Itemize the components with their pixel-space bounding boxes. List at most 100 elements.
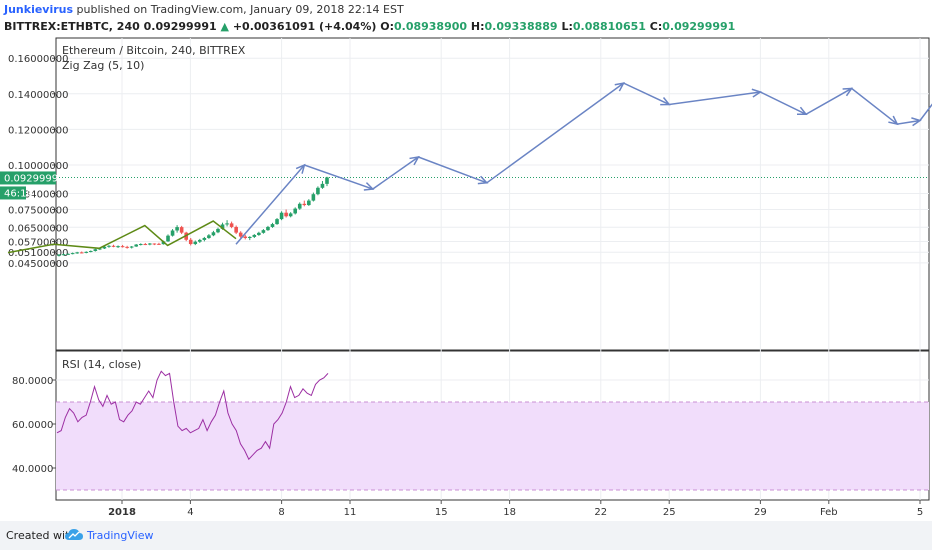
time-tick-label: 2018 [108,507,136,518]
time-tick-label: 29 [754,507,767,518]
candle-body [193,241,198,245]
rsi-tick-label: 40.0000 [12,464,53,475]
price-tick-label: 0.04500000 [8,259,68,270]
candle-body [152,243,157,245]
candle-body [98,248,102,250]
candle-body [325,177,329,184]
rsi-legend: RSI (14, close) [62,358,141,371]
open-label: O: [380,20,394,33]
last-price-badge: 0.09299991 46:10 [0,171,64,200]
published-text: published on TradingView.com, January 09… [76,3,404,16]
created-with-text: Created with [6,529,77,542]
high-label: H: [470,20,485,33]
price-tick-label: 0.05700000 [8,238,68,249]
projection-arrowhead [660,97,671,106]
time-tick-label: Feb [820,507,838,518]
open-value: 0.08938900 [393,20,468,33]
price-axis: 0.16000000 0.14000000 0.12000000 0.10000000… [8,54,68,270]
close-label: C: [649,20,663,33]
candle-body [111,245,116,247]
candle-body [134,244,139,247]
projection-arrowhead [614,82,625,92]
candle-body [320,183,325,188]
time-tick-label: 8 [278,507,284,518]
candle-body [211,232,216,236]
candle-body [175,227,179,231]
low-value: 0.08810651 [572,20,646,33]
symbol-label: BITTREX:ETHBTC, 240 [4,20,140,33]
candle-body [84,251,89,253]
projection-arrowhead [409,155,420,166]
projection-arrowhead [796,106,808,116]
candle-body [307,200,311,206]
candle-body [57,254,61,256]
zigzag-line [7,220,237,254]
projection-arrowhead [888,115,899,126]
candle-body [188,239,193,245]
candle-body [75,252,79,254]
candle-body [216,228,220,233]
author-link[interactable]: Junkievirus [4,3,74,16]
ohlc-line: BITTREX:ETHBTC, 240 0.09299991 ▲ +0.0036… [4,20,735,33]
time-axis: 2018 4 8 11 15 18 22 25 29 Feb 5 [108,500,923,518]
projection-arrows [295,82,922,191]
candle-body [143,244,148,246]
candle-body [198,239,202,242]
tradingview-link[interactable]: TradingView [87,529,154,542]
candle-body [102,246,107,249]
countdown-text: 46:10 [4,188,33,199]
candle-body [247,236,252,238]
close-value: 0.09299991 [662,20,736,33]
candle-body [270,224,275,227]
projection-arrowhead [842,87,854,97]
up-arrow-icon: ▲ [220,20,229,33]
candle-body [257,232,261,235]
candle-body [252,234,257,237]
time-tick-label: 25 [663,507,676,518]
projection-arrowhead [363,182,375,191]
price-tick-label: 0.06500000 [8,223,68,234]
time-tick-label: 15 [435,507,448,518]
candle-body [116,246,120,248]
candle-body [284,212,288,217]
chart-title: Ethereum / Bitcoin, 240, BITTREX [62,44,246,57]
candle-body [120,246,125,248]
time-tick-label: 5 [917,507,923,518]
candle-body [88,250,93,252]
publish-line: Junkievirus published on TradingView.com… [4,3,404,16]
candle-body [275,219,279,225]
candle-body [261,230,266,233]
projection-arrowhead [751,88,763,98]
candle-body [66,253,70,255]
footer-bar: Created with TradingView [0,521,932,550]
rsi-tick-label: 80.0000 [12,376,53,387]
price-tick-label: 0.07500000 [8,206,68,217]
change-value: +0.00361091 (+4.04%) [232,20,377,33]
candle-body [166,235,170,242]
candle-body [302,203,307,206]
time-tick-label: 11 [344,507,357,518]
price-tick-label: 0.12000000 [8,125,68,136]
projection-arrowhead [911,117,922,127]
price-tick-label: 0.08400000 [8,189,68,200]
candle-body [179,227,184,233]
candle-body [266,226,270,231]
price-badge-text: 0.09299991 [4,173,64,184]
rsi-tick-label: 60.0000 [12,420,53,431]
candle-body [157,243,161,245]
projection-arrowhead [295,163,306,174]
candle-body [238,232,243,237]
chart-canvas[interactable]: 0.16000000 0.14000000 0.12000000 0.10000000… [0,0,932,521]
price-tick-label: 0.05100000 [8,248,68,259]
candle-body [229,223,234,227]
price-tick-label: 0.16000000 [8,54,68,65]
price-pane[interactable] [55,37,930,351]
rsi-band [56,402,929,490]
price-tick-label: 0.14000000 [8,90,68,101]
candle-body [316,187,320,195]
candle-body [170,230,175,236]
time-tick-label: 4 [187,507,193,518]
low-label: L: [561,20,573,33]
candle-body [220,224,225,229]
price-tick-label: 0.10000000 [8,161,68,172]
